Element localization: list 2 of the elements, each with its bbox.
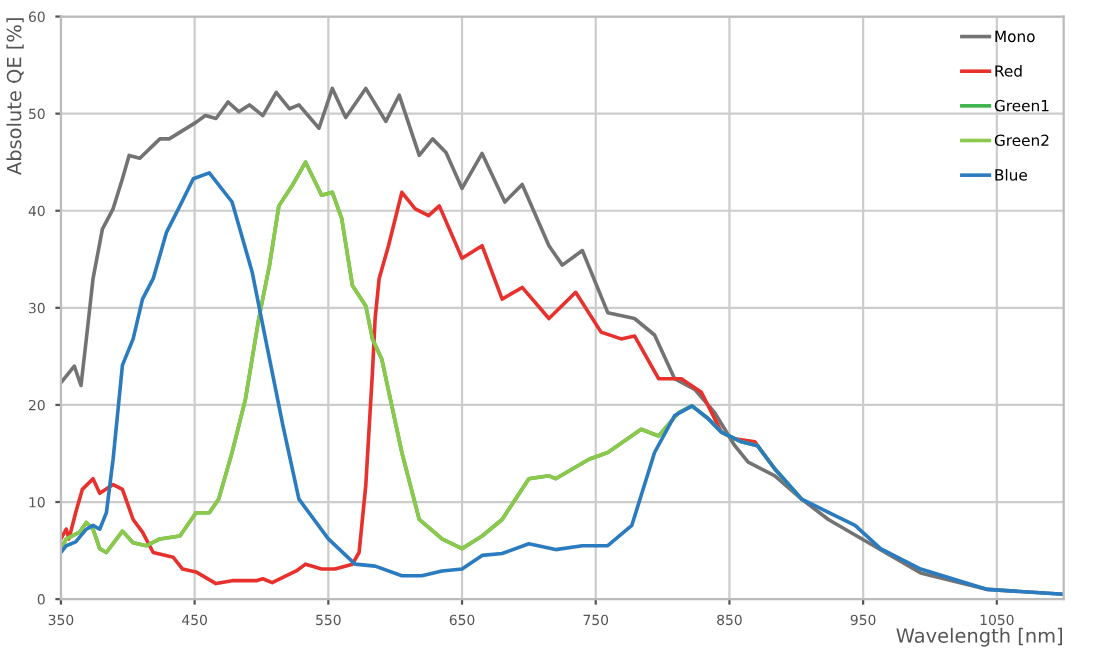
x-axis-title: Wavelength [nm] xyxy=(896,627,1063,647)
y-axis-title: Absolute QE [%] xyxy=(6,18,24,175)
